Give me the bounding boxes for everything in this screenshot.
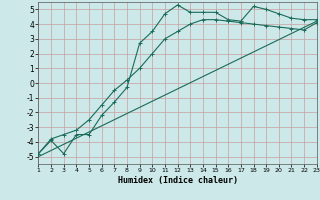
X-axis label: Humidex (Indice chaleur): Humidex (Indice chaleur) [118,176,238,185]
